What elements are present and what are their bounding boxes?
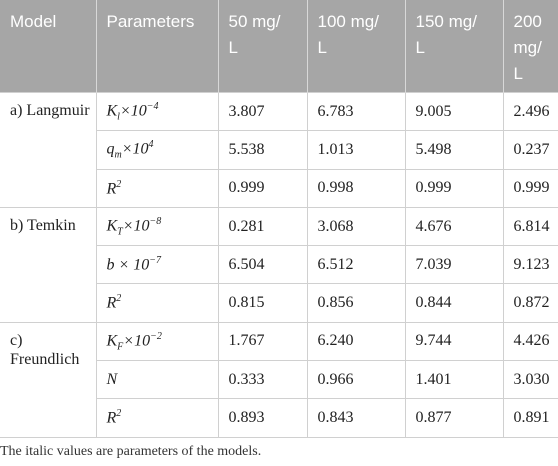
parameter-rest: ×10 bbox=[119, 102, 147, 120]
value-cell: 0.999 bbox=[217, 168, 308, 208]
value-cell: 6.814 bbox=[502, 206, 558, 247]
parameter-cell: qm×104 bbox=[96, 130, 219, 170]
value-cell: 0.877 bbox=[404, 398, 504, 438]
parameter-base: K bbox=[106, 332, 118, 349]
parameter-base: K bbox=[106, 217, 118, 235]
model-cell: a) Langmuir bbox=[0, 92, 97, 208]
value-cell: 3.068 bbox=[306, 206, 406, 247]
table-row: a) Langmuir Kl×10−4 3.807 6.783 9.005 2.496 bbox=[0, 91, 558, 208]
value-cell: 6.512 bbox=[306, 245, 406, 285]
value-cell: 0.843 bbox=[306, 398, 406, 438]
value-cell: 0.999 bbox=[502, 168, 558, 208]
value-cell: 0.893 bbox=[217, 398, 308, 438]
table-row: N 0.333 0.966 1.401 3.030 bbox=[0, 360, 558, 400]
value-cell: 4.676 bbox=[404, 206, 504, 247]
value-cell: 0.333 bbox=[217, 360, 308, 400]
table-row: R2 0.815 0.856 0.844 0.872 bbox=[0, 283, 558, 323]
parameter-cell: N bbox=[96, 360, 219, 400]
value-cell: 2.496 bbox=[502, 91, 558, 132]
value-cell: 9.123 bbox=[502, 245, 558, 285]
parameter-sup: −2 bbox=[150, 330, 162, 342]
value-cell: 7.039 bbox=[404, 245, 504, 285]
parameter-cell: Kl×10−4 bbox=[95, 91, 219, 132]
results-table: Model Parameters 50 mg/L 100 mg/L 150 mg/L 20… bbox=[0, 0, 558, 438]
value-cell: 0.237 bbox=[502, 130, 558, 170]
parameter-cell: R2 bbox=[96, 398, 219, 438]
value-cell: 9.744 bbox=[404, 321, 504, 362]
parameter-base: N bbox=[106, 370, 118, 388]
model-cell: b) Temkin bbox=[0, 206, 97, 323]
value-cell: 1.767 bbox=[217, 321, 308, 362]
value-cell: 0.856 bbox=[306, 283, 406, 323]
parameter-cell: R2 bbox=[96, 283, 219, 323]
parameter-sup: 2 bbox=[116, 408, 122, 420]
table-row: R2 0.893 0.843 0.877 0.891 bbox=[0, 398, 558, 438]
footnote: The italic values are parameters of the … bbox=[0, 444, 262, 459]
value-cell: 0.891 bbox=[502, 398, 558, 438]
value-cell: 1.013 bbox=[306, 130, 406, 170]
header-text: 50 mg/L bbox=[228, 12, 281, 57]
header-text: 100 mg/L bbox=[317, 12, 379, 57]
parameter-cell: b × 10−7 bbox=[96, 245, 219, 285]
value-cell: 3.030 bbox=[502, 360, 558, 400]
parameter-cell: R2 bbox=[96, 168, 219, 208]
value-cell: 6.783 bbox=[306, 91, 406, 132]
column-header: 150 mg/L bbox=[405, 0, 504, 93]
parameter-rest: ×10 bbox=[121, 140, 149, 158]
value-cell: 0.872 bbox=[502, 283, 558, 323]
parameter-sub: l bbox=[117, 111, 120, 123]
value-cell: 3.807 bbox=[217, 91, 308, 132]
table-row: b) Temkin KT×10−8 0.281 3.068 4.676 6.814 bbox=[0, 206, 558, 323]
header-text: 150 mg/L bbox=[415, 12, 477, 57]
parameter-sup: −4 bbox=[146, 100, 159, 112]
table-row: c) Freundlich KF×10−2 1.767 6.240 9.744 4.426 bbox=[0, 321, 558, 438]
parameter-sup: −8 bbox=[149, 215, 162, 227]
column-header: 50 mg/L bbox=[218, 0, 308, 93]
parameter-sup: 2 bbox=[116, 178, 122, 190]
value-cell: 5.538 bbox=[217, 130, 308, 170]
parameter-base: b × 10 bbox=[106, 256, 150, 274]
header-text: 200 mg/L bbox=[513, 12, 542, 83]
header-text: Model bbox=[10, 12, 57, 31]
header-text: Parameters bbox=[106, 12, 195, 31]
table-body: a) Langmuir Kl×10−4 3.807 6.783 9.005 2.496 qm… bbox=[0, 91, 558, 438]
parameter-base: q bbox=[106, 140, 115, 158]
model-cell: c) Freundlich bbox=[0, 321, 97, 438]
value-cell: 6.240 bbox=[306, 321, 406, 362]
value-cell: 9.005 bbox=[404, 91, 504, 132]
value-cell: 0.999 bbox=[404, 168, 504, 208]
value-cell: 0.815 bbox=[217, 283, 308, 323]
value-cell: 0.281 bbox=[217, 206, 308, 247]
column-header: 200 mg/L bbox=[503, 0, 558, 93]
parameter-sub: F bbox=[117, 341, 124, 353]
parameter-cell: KF×10−2 bbox=[95, 321, 219, 362]
value-cell: 1.401 bbox=[404, 360, 504, 400]
value-cell: 0.966 bbox=[306, 360, 406, 400]
table-row: R2 0.999 0.998 0.999 0.999 bbox=[0, 168, 558, 208]
parameter-base: R bbox=[106, 294, 117, 312]
parameter-sup: 4 bbox=[148, 139, 154, 151]
parameter-sup: 2 bbox=[116, 293, 122, 305]
value-cell: 0.844 bbox=[404, 283, 504, 323]
parameter-sup: −7 bbox=[149, 255, 162, 267]
parameter-sub: m bbox=[114, 149, 122, 161]
column-header: Model bbox=[0, 0, 97, 93]
column-header: 100 mg/L bbox=[307, 0, 406, 93]
value-cell: 6.504 bbox=[217, 245, 308, 285]
column-header: Parameters bbox=[96, 0, 219, 93]
parameter-rest: ×10 bbox=[123, 332, 151, 349]
parameter-cell: KT×10−8 bbox=[95, 206, 219, 247]
header-row: Model Parameters 50 mg/L 100 mg/L 150 mg/L 20… bbox=[0, 0, 558, 93]
value-cell: 0.998 bbox=[306, 168, 406, 208]
value-cell: 5.498 bbox=[404, 130, 504, 170]
value-cell: 4.426 bbox=[502, 321, 558, 362]
parameter-base: R bbox=[106, 409, 117, 427]
parameter-base: K bbox=[106, 102, 118, 120]
parameter-sub: T bbox=[117, 226, 123, 238]
parameter-base: R bbox=[106, 179, 117, 197]
parameter-rest: ×10 bbox=[122, 217, 150, 235]
